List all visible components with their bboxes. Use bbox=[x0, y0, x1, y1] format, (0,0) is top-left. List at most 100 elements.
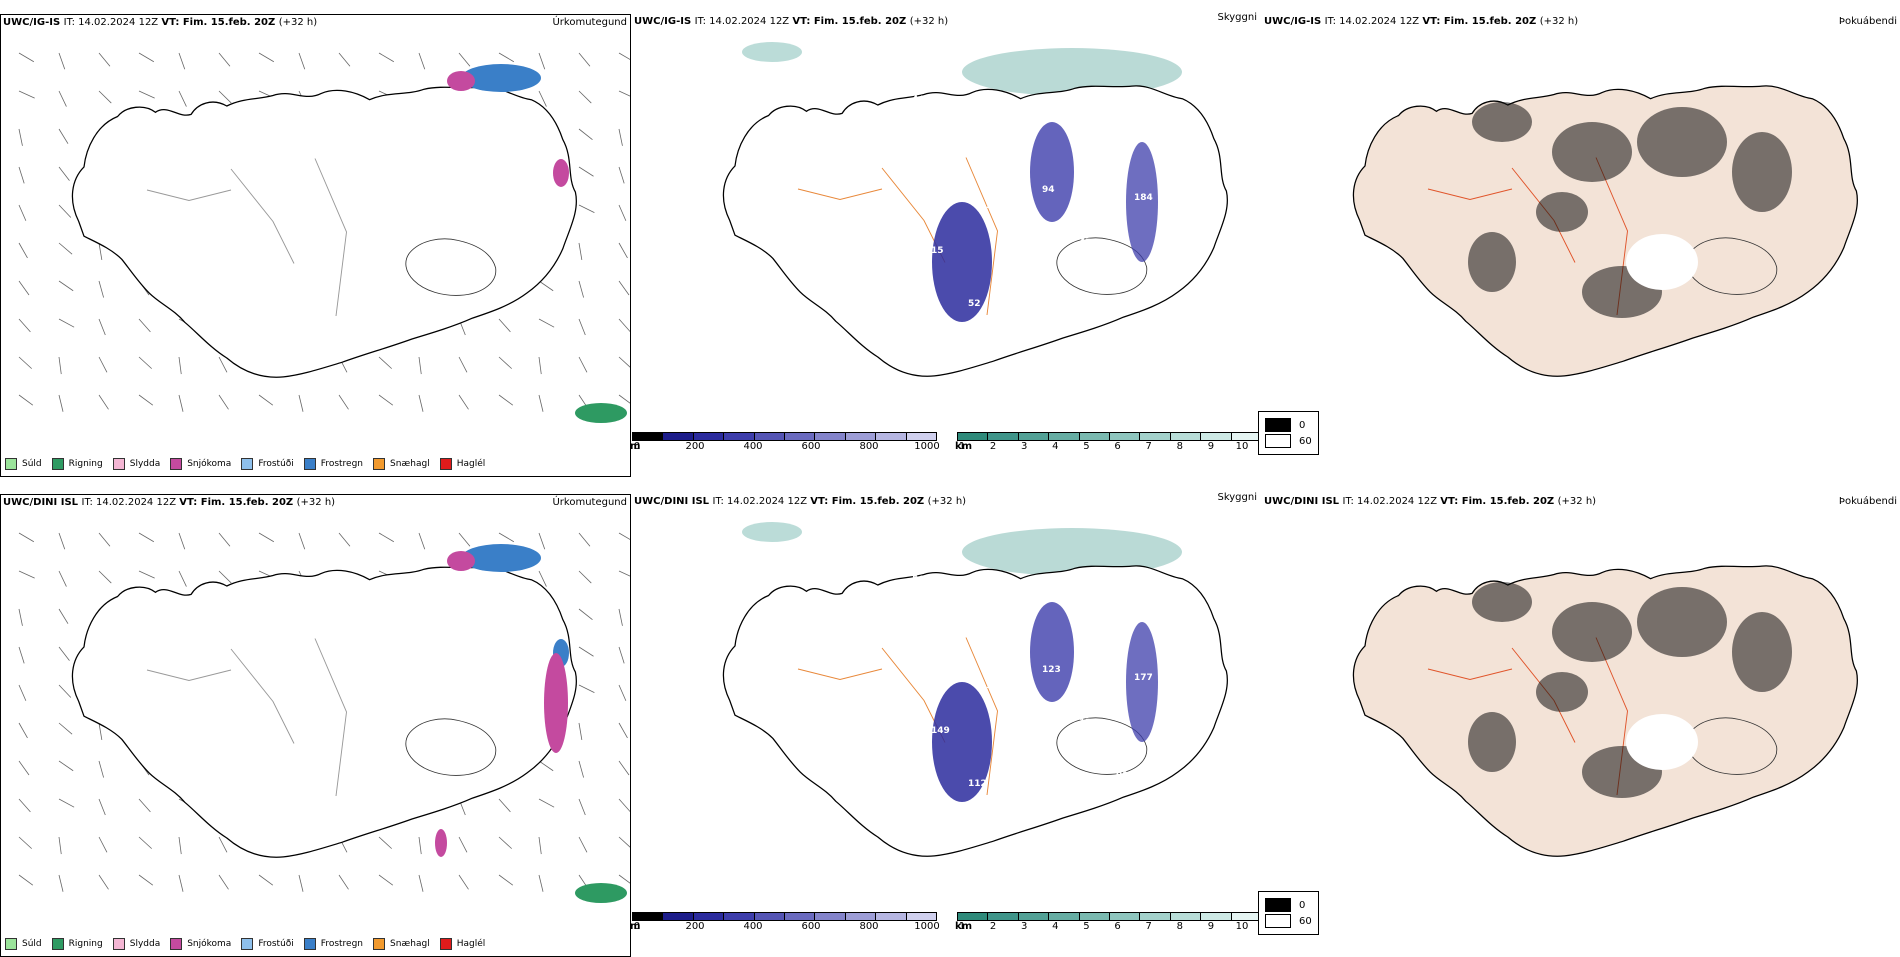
road-line bbox=[230, 168, 295, 264]
colorbar-ticks: 1 2 3 4 5 6 7 8 9 10 bbox=[957, 921, 1262, 933]
iceland-outline bbox=[1352, 565, 1858, 857]
visibility-area bbox=[742, 42, 802, 62]
road-line bbox=[965, 637, 998, 796]
low-ceiling-area bbox=[1126, 142, 1158, 262]
fog-legend-row: 0 bbox=[1265, 898, 1312, 912]
low-ceiling-area bbox=[932, 682, 992, 802]
vt-value: Fim. 15.feb. 20Z bbox=[813, 16, 910, 27]
road-line bbox=[146, 669, 232, 681]
road-line bbox=[146, 189, 232, 201]
legend-item: Súld bbox=[5, 938, 42, 950]
ceiling-value-label: 25 bbox=[949, 628, 962, 638]
ceiling-value-label: 190 bbox=[950, 657, 969, 667]
colorbar-tick-label: 6 bbox=[1114, 441, 1121, 452]
fog-legend-label: 60 bbox=[1299, 915, 1312, 927]
snow-area bbox=[435, 829, 447, 857]
colorbar-cell bbox=[1049, 913, 1080, 920]
fog-legend-swatch bbox=[1265, 434, 1291, 448]
colorbar-cell bbox=[754, 433, 786, 440]
legend-label: Snæhagl bbox=[390, 459, 430, 469]
ceiling-value-label: 31 bbox=[1097, 140, 1110, 150]
colorbar-cell bbox=[1140, 433, 1171, 440]
legend-label: Rigning bbox=[68, 459, 103, 469]
colorbar-ticks: 1 2 3 4 5 6 7 8 9 10 bbox=[957, 441, 1262, 453]
fog-area bbox=[1472, 582, 1532, 622]
panel-header: UWC/DINI ISL IT: 14.02.2024 12Z VT: Fim.… bbox=[1, 495, 630, 511]
road-line bbox=[230, 648, 295, 744]
colorbar-tick-label: 4 bbox=[1052, 921, 1059, 932]
fog-area bbox=[1536, 192, 1588, 232]
fog-legend-label: 0 bbox=[1299, 899, 1306, 911]
ceiling-value-label: 146 bbox=[1005, 132, 1024, 142]
model-name: UWC/IG-IS bbox=[1264, 16, 1325, 27]
fog-map bbox=[1352, 85, 1858, 377]
vt-label: VT: bbox=[792, 16, 814, 27]
glacier-outline bbox=[1686, 237, 1778, 295]
colorbar-cell bbox=[1201, 913, 1232, 920]
fog-legend: 0 60 bbox=[1258, 411, 1319, 455]
colorbar-tick-label: 10 bbox=[1235, 921, 1249, 932]
colorbar-cell bbox=[876, 433, 907, 440]
rain-area bbox=[575, 403, 627, 423]
colorbar-cell bbox=[754, 913, 786, 920]
colorbar-tick-label: 6 bbox=[1114, 921, 1121, 932]
colorbar-tick-label: 400 bbox=[743, 921, 763, 932]
ceiling-value-label: 184 bbox=[1134, 193, 1153, 203]
colorbar-tick-label: 800 bbox=[859, 441, 879, 452]
fog-legend-label: 60 bbox=[1299, 435, 1312, 447]
precip-legend: Súld Rigning Slydda Snjókoma Frostúði Frostre… bbox=[5, 458, 485, 470]
colorbar-cell bbox=[724, 913, 755, 920]
panel-title-visibility: Skyggni bbox=[1217, 12, 1257, 23]
colorbar-unit: km bbox=[955, 441, 973, 452]
colorbar-cell bbox=[815, 913, 846, 920]
vt-value: Fim. 15.feb. 20Z bbox=[200, 497, 297, 508]
colorbar-cells bbox=[957, 912, 1262, 921]
ceiling-value-label: 45 bbox=[1079, 238, 1092, 248]
colorbar-tick-label: 3 bbox=[1021, 441, 1028, 452]
ceiling-value-label: 44 bbox=[912, 95, 925, 105]
colorbar-cell bbox=[845, 433, 877, 440]
road-line bbox=[1427, 668, 1513, 680]
colorbar-unit: km bbox=[955, 921, 973, 932]
it-value: 14.02.2024 12Z bbox=[727, 496, 811, 507]
precip-area bbox=[553, 159, 569, 187]
panel-header: UWC/IG-IS IT: 14.02.2024 12Z VT: Fim. 15… bbox=[1, 15, 630, 31]
colorbar-cell bbox=[1110, 913, 1141, 920]
legend-swatch bbox=[439, 938, 452, 950]
colorbar-tick-label: 9 bbox=[1207, 441, 1215, 452]
colorbar-tick-label: 400 bbox=[743, 441, 763, 452]
vt-label: VT: bbox=[179, 497, 201, 508]
legend-item: Frostregn bbox=[303, 458, 363, 470]
legend-swatch bbox=[5, 458, 17, 470]
colorbar-tick-label: 1 bbox=[958, 921, 966, 932]
colorbar-cell bbox=[876, 913, 907, 920]
fog-area bbox=[1732, 132, 1792, 212]
colorbar-tick-label: 8 bbox=[1176, 441, 1183, 452]
colorbar-cell bbox=[1170, 913, 1202, 920]
vt-value: Fim. 15.feb. 20Z bbox=[1443, 16, 1540, 27]
colorbar-tick-label: 1 bbox=[958, 441, 966, 452]
it-value: 14.02.2024 12Z bbox=[78, 17, 162, 28]
legend-item: Frostúði bbox=[241, 458, 294, 470]
ceiling-value-label: 102 bbox=[949, 148, 968, 158]
legend-swatch bbox=[439, 458, 452, 470]
colorbar-tick-label: 200 bbox=[685, 441, 705, 452]
it-label: IT: bbox=[81, 497, 97, 508]
fog-panel: UWC/IG-IS IT: 14.02.2024 12Z VT: Fim. 15… bbox=[1258, 14, 1900, 477]
fog-legend-swatch bbox=[1265, 898, 1291, 912]
panel-header: UWC/IG-IS IT: 14.02.2024 12Z VT: Fim. 15… bbox=[1262, 14, 1900, 30]
fog-legend-row: 60 bbox=[1265, 914, 1312, 928]
model-name: UWC/DINI ISL bbox=[1264, 496, 1343, 507]
legend-label: Snjókoma bbox=[187, 939, 232, 949]
legend-item: Rigning bbox=[51, 938, 103, 950]
legend-swatch bbox=[170, 938, 183, 950]
legend-swatch bbox=[303, 938, 316, 950]
colorbar-tick-label: 600 bbox=[801, 921, 821, 932]
legend-swatch bbox=[303, 458, 316, 470]
glacier-outline bbox=[1056, 717, 1148, 775]
colorbar-cell bbox=[1018, 913, 1050, 920]
legend-item: Haglél bbox=[439, 938, 485, 950]
legend-swatch bbox=[373, 938, 386, 950]
legend-label: Frostúði bbox=[258, 459, 294, 469]
colorbar-cells bbox=[957, 432, 1262, 441]
